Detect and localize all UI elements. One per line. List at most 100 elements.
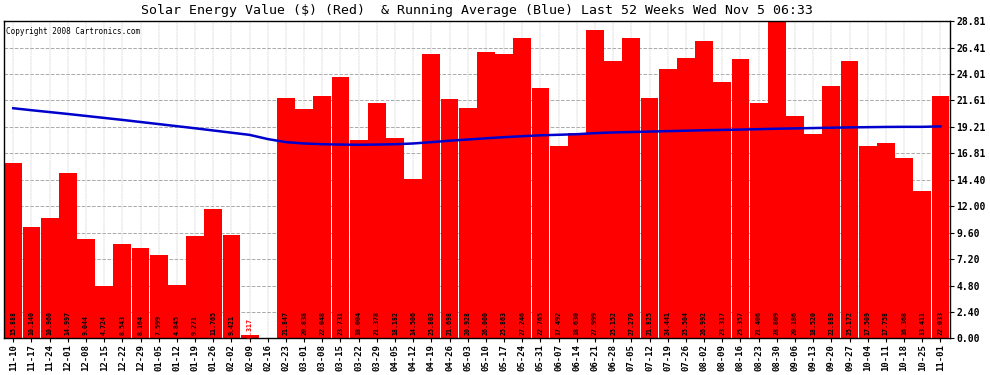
- Bar: [314, 96, 332, 338]
- Bar: [549, 146, 567, 338]
- Bar: [241, 335, 258, 338]
- Text: 20.928: 20.928: [464, 311, 471, 335]
- Bar: [23, 227, 41, 338]
- Text: 13.411: 13.411: [920, 311, 926, 335]
- Bar: [858, 146, 876, 338]
- Bar: [732, 59, 749, 338]
- Bar: [641, 98, 658, 338]
- Text: 23.317: 23.317: [720, 311, 726, 335]
- Bar: [458, 108, 476, 338]
- Text: 18.630: 18.630: [574, 311, 580, 335]
- Text: 28.809: 28.809: [774, 311, 780, 335]
- Text: 25.803: 25.803: [429, 311, 435, 335]
- Bar: [404, 178, 422, 338]
- Bar: [932, 96, 949, 338]
- Text: 25.504: 25.504: [683, 311, 689, 335]
- Text: 9.271: 9.271: [192, 315, 198, 335]
- Bar: [477, 52, 495, 338]
- Text: 21.406: 21.406: [755, 311, 761, 335]
- Bar: [658, 69, 676, 338]
- Bar: [695, 41, 713, 338]
- Text: 25.172: 25.172: [846, 311, 852, 335]
- Bar: [841, 61, 858, 338]
- Bar: [495, 54, 513, 338]
- Text: 10.140: 10.140: [29, 311, 35, 335]
- Text: 7.599: 7.599: [155, 315, 161, 335]
- Text: 22.889: 22.889: [829, 311, 835, 335]
- Bar: [295, 109, 313, 338]
- Bar: [114, 244, 132, 338]
- Bar: [204, 209, 222, 338]
- Text: 17.492: 17.492: [555, 311, 561, 335]
- Text: 27.999: 27.999: [592, 311, 598, 335]
- Bar: [95, 286, 113, 338]
- Bar: [804, 134, 822, 338]
- Text: 18.004: 18.004: [355, 311, 361, 335]
- Text: 15.888: 15.888: [10, 311, 16, 335]
- Text: 25.357: 25.357: [738, 311, 743, 335]
- Bar: [823, 86, 841, 338]
- Bar: [532, 88, 549, 338]
- Bar: [623, 38, 641, 338]
- Title: Solar Energy Value ($) (Red)  & Running Average (Blue) Last 52 Weeks Wed Nov 5 0: Solar Energy Value ($) (Red) & Running A…: [141, 4, 813, 17]
- Bar: [386, 138, 404, 338]
- Bar: [586, 30, 604, 338]
- Bar: [349, 140, 367, 338]
- Text: 21.847: 21.847: [283, 311, 289, 335]
- Text: 18.520: 18.520: [810, 311, 816, 335]
- Bar: [568, 133, 586, 338]
- Text: 14.506: 14.506: [410, 311, 416, 335]
- Text: 18.182: 18.182: [392, 311, 398, 335]
- Text: 14.997: 14.997: [64, 311, 71, 335]
- Text: 10.960: 10.960: [47, 311, 52, 335]
- Text: 9.421: 9.421: [229, 315, 235, 335]
- Text: 22.048: 22.048: [320, 311, 326, 335]
- Text: 25.152: 25.152: [610, 311, 616, 335]
- Text: 26.992: 26.992: [701, 311, 707, 335]
- Text: 22.033: 22.033: [938, 311, 943, 335]
- Bar: [441, 99, 458, 338]
- Bar: [786, 116, 804, 338]
- Text: 20.186: 20.186: [792, 311, 798, 335]
- Text: 25.863: 25.863: [501, 311, 507, 335]
- Text: 21.378: 21.378: [374, 311, 380, 335]
- Text: 22.765: 22.765: [538, 311, 544, 335]
- Bar: [223, 235, 241, 338]
- Bar: [168, 285, 186, 338]
- Bar: [604, 62, 622, 338]
- Text: 21.825: 21.825: [646, 311, 652, 335]
- Text: 4.845: 4.845: [174, 315, 180, 335]
- Bar: [58, 173, 76, 338]
- Bar: [877, 143, 895, 338]
- Text: 17.758: 17.758: [883, 311, 889, 335]
- Bar: [4, 164, 22, 338]
- Bar: [332, 77, 349, 338]
- Text: 27.270: 27.270: [629, 311, 635, 335]
- Bar: [41, 218, 58, 338]
- Bar: [149, 255, 167, 338]
- Bar: [186, 236, 204, 338]
- Bar: [768, 21, 786, 338]
- Text: 8.164: 8.164: [138, 315, 144, 335]
- Text: 11.765: 11.765: [210, 311, 216, 335]
- Bar: [514, 38, 532, 338]
- Text: 8.543: 8.543: [120, 315, 126, 335]
- Text: 17.509: 17.509: [864, 311, 870, 335]
- Text: 16.368: 16.368: [901, 311, 907, 335]
- Text: Copyright 2008 Cartronics.com: Copyright 2008 Cartronics.com: [6, 27, 141, 36]
- Bar: [277, 98, 295, 338]
- Text: 27.246: 27.246: [520, 311, 526, 335]
- Text: 4.724: 4.724: [101, 315, 107, 335]
- Bar: [714, 82, 732, 338]
- Bar: [132, 249, 149, 338]
- Bar: [423, 54, 441, 338]
- Bar: [749, 103, 767, 338]
- Bar: [368, 103, 386, 338]
- Bar: [77, 239, 95, 338]
- Bar: [677, 57, 695, 338]
- Bar: [895, 158, 913, 338]
- Text: 24.441: 24.441: [664, 311, 671, 335]
- Text: 26.000: 26.000: [483, 311, 489, 335]
- Text: 9.044: 9.044: [83, 315, 89, 335]
- Bar: [914, 191, 932, 338]
